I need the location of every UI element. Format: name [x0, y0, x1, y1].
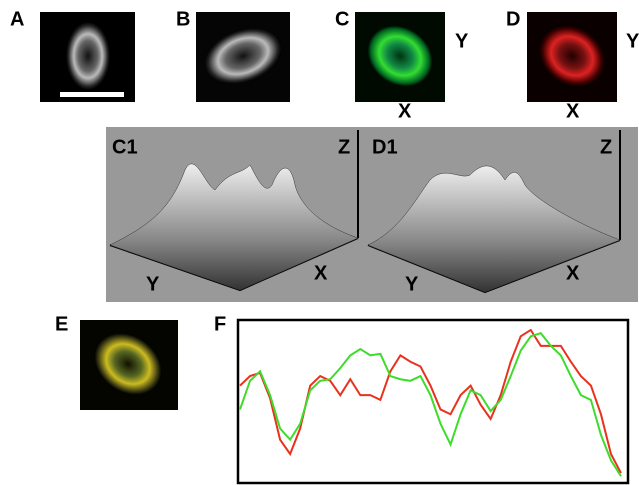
panel-label: C1	[112, 136, 138, 158]
axis-label: X	[566, 100, 580, 122]
axis-label: X	[314, 262, 328, 284]
panel-label: B	[176, 8, 190, 30]
panel-label: D	[506, 8, 520, 30]
panel-label: E	[55, 313, 68, 335]
axis-label: Y	[455, 30, 469, 52]
axis-label: Y	[405, 273, 419, 295]
panel-label: A	[10, 8, 24, 30]
line-series	[240, 330, 621, 473]
axis-label: Y	[146, 273, 160, 295]
axis-label: Z	[600, 136, 612, 158]
line-series	[240, 333, 621, 476]
scale-bar	[60, 92, 124, 97]
image-ring	[66, 22, 110, 90]
figure: A B C Y X D Y X C1 Z Y X D1 Z Y X E F	[0, 0, 639, 485]
axis-label: X	[566, 262, 580, 284]
panel-label: D1	[372, 136, 398, 158]
axis-label: Z	[338, 136, 350, 158]
panel-label: F	[214, 313, 226, 335]
axis-label: X	[398, 100, 412, 122]
panel-label: C	[335, 8, 349, 30]
axis-label: Y	[626, 30, 639, 52]
